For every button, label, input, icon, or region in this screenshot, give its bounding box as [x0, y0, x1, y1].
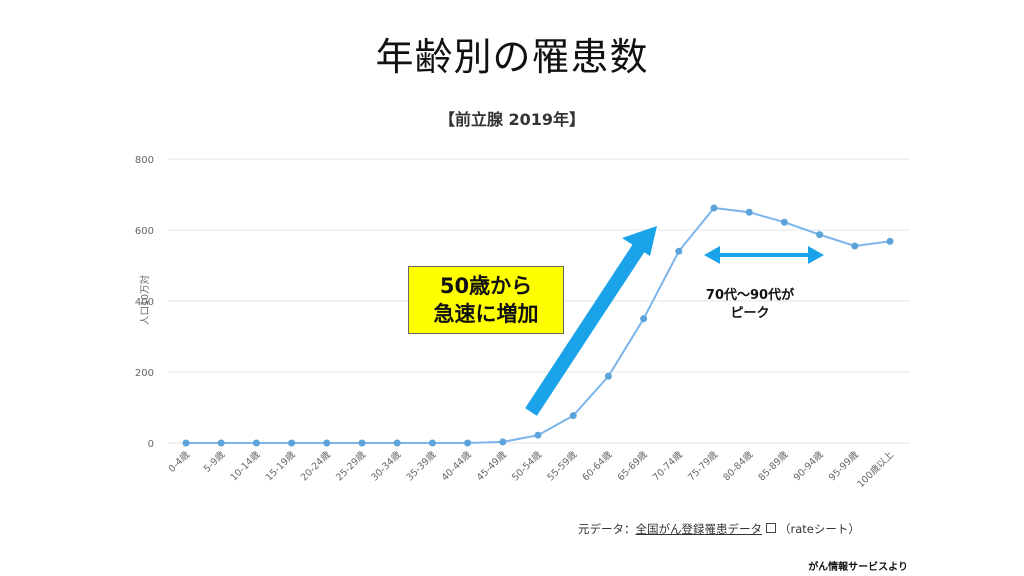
data-point-95-99歳[interactable] [851, 242, 859, 250]
x-tick-label: 50-54歳 [509, 448, 544, 483]
x-tick-label: 75-79歳 [685, 448, 720, 483]
data-point-70-74歳[interactable] [675, 247, 683, 255]
data-point-65-69歳[interactable] [640, 315, 648, 323]
callout-line-2: 急速に増加 [433, 302, 539, 326]
x-tick-label: 65-69歳 [615, 448, 650, 483]
x-tick-labels: 0-4歳 5-9歳 10-14歳 15-19歳 20-24歳 25-29歳 30-34歳 35… [166, 448, 897, 490]
data-point-40-44歳[interactable] [464, 439, 472, 447]
x-tick-label: 45-49歳 [474, 448, 509, 483]
grid-lines [168, 158, 910, 444]
x-tick-label: 85-89歳 [756, 448, 791, 483]
credit-text: がん情報サービスより [808, 562, 908, 573]
x-tick-label: 80-84歳 [721, 448, 756, 483]
source-prefix: 元データ： [578, 522, 636, 536]
external-link-icon[interactable] [766, 523, 776, 533]
callout-box: 50歳から 急速に増加 [408, 266, 564, 334]
peak-annotation: 70代〜90代が ピーク [680, 287, 820, 323]
rising-arrow [525, 242, 646, 416]
y-tick-label: 200 [135, 368, 154, 379]
x-tick-label: 60-64歳 [580, 448, 615, 483]
peak-line-2: ピーク [730, 306, 770, 321]
x-tick-label: 70-74歳 [650, 448, 685, 483]
data-point-10-14歳[interactable] [252, 439, 260, 447]
x-tick-label: 55-59歳 [545, 448, 580, 483]
rising-arrow-head [622, 226, 657, 256]
x-tick-label: 20-24歳 [298, 448, 333, 483]
x-tick-label: 100歳以上 [855, 448, 897, 490]
data-point-60-64歳[interactable] [604, 372, 612, 380]
data-point-100歳以上[interactable] [886, 237, 894, 245]
slide-title: 年齢別の罹患数 [375, 35, 649, 79]
data-point-20-24歳[interactable] [323, 439, 331, 447]
y-tick-label: 600 [135, 226, 154, 237]
x-tick-label: 0-4歳 [166, 448, 193, 475]
x-tick-label: 35-39歳 [404, 448, 439, 483]
y-tick-label: 400 [135, 297, 154, 308]
data-point-90-94歳[interactable] [816, 231, 824, 239]
y-tick-label: 0 [148, 439, 154, 450]
peak-arrow-head-left [704, 246, 720, 264]
x-tick-label: 95-99歳 [826, 448, 861, 483]
data-point-35-39歳[interactable] [428, 439, 436, 447]
peak-arrow-head-right [808, 246, 824, 264]
data-point-5-9歳[interactable] [217, 439, 225, 447]
y-tick-labels: 0 200 400 600 800 [135, 155, 154, 450]
source-link[interactable]: 全国がん登録罹患データ [635, 522, 763, 536]
data-point-55-59歳[interactable] [569, 412, 577, 420]
x-tick-label: 15-19歳 [263, 448, 298, 483]
x-tick-label: 25-29歳 [333, 448, 368, 483]
y-tick-label: 800 [135, 155, 154, 166]
source-line: 元データ：全国がん登録罹患データ （rateシート） [578, 521, 860, 537]
callout-line-1: 50歳から [439, 274, 533, 298]
source-suffix: （rateシート） [779, 522, 860, 536]
x-tick-label: 10-14歳 [228, 448, 263, 483]
series-incidence [182, 204, 894, 447]
data-point-45-49歳[interactable] [499, 438, 507, 446]
data-point-15-19歳[interactable] [288, 439, 296, 447]
y-axis-label: 人口10万対 [139, 274, 151, 325]
data-point-0-4歳[interactable] [182, 439, 190, 447]
data-point-30-34歳[interactable] [393, 439, 401, 447]
x-tick-label: 40-44歳 [439, 448, 474, 483]
data-point-80-84歳[interactable] [745, 208, 753, 216]
x-tick-label: 5-9歳 [201, 448, 228, 475]
data-point-85-89歳[interactable] [780, 218, 788, 226]
data-point-25-29歳[interactable] [358, 439, 366, 447]
x-tick-label: 90-94歳 [791, 448, 826, 483]
peak-line-1: 70代〜90代が [705, 288, 795, 303]
data-point-75-79歳[interactable] [710, 204, 718, 212]
x-tick-label: 30-34歳 [369, 448, 404, 483]
chart-title: 【前立腺 2019年】 [438, 110, 586, 129]
data-point-50-54歳[interactable] [534, 431, 542, 439]
